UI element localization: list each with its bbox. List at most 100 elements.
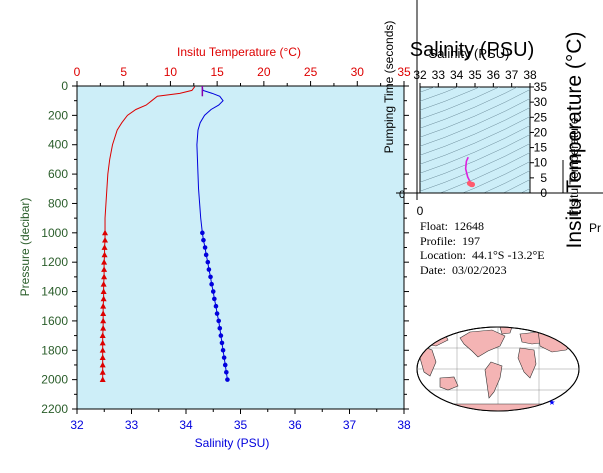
salinity-marker bbox=[214, 311, 220, 316]
salinity-marker bbox=[205, 259, 211, 265]
pressure-axis-title: Pressure (decibar) bbox=[18, 198, 32, 297]
temperature-axis: 0 5 10 15 20 25 30 35 bbox=[74, 65, 411, 86]
inset-isopycnal bbox=[420, 87, 481, 111]
main-chart: 0200400600800100012001400160018002000220… bbox=[18, 45, 411, 450]
date-row: Date: 03/02/2023 bbox=[420, 263, 545, 278]
salinity-marker bbox=[203, 252, 209, 258]
inset-isopycnal bbox=[420, 87, 519, 129]
map-australia bbox=[439, 376, 459, 391]
inset-pumping-tick-label: 20 bbox=[534, 125, 548, 139]
inset-isopycnal bbox=[420, 89, 530, 138]
inset-pumping-tick-label: 25 bbox=[534, 110, 548, 124]
profile-value: 197 bbox=[462, 233, 480, 248]
pressure-tick-label: 2000 bbox=[41, 373, 68, 387]
salinity-marker bbox=[221, 355, 227, 360]
inset-pumping-tick-label: 5 bbox=[540, 171, 547, 185]
inset-isopycnal bbox=[439, 152, 530, 193]
map-africa bbox=[517, 347, 537, 379]
inset-isopycnal bbox=[420, 87, 459, 102]
temperature-marker bbox=[99, 339, 106, 346]
inset-salinity-tick-label: 34 bbox=[450, 68, 464, 82]
map-north-america bbox=[459, 329, 506, 358]
pressure-tick-label: 600 bbox=[48, 167, 68, 181]
salinity-tick-label: 32 bbox=[70, 418, 84, 432]
date-label: Date: bbox=[420, 262, 446, 277]
temperature-marker bbox=[101, 266, 108, 272]
inset-isopycnal bbox=[420, 98, 530, 147]
temperature-marker bbox=[101, 258, 108, 265]
temperature-marker bbox=[101, 251, 108, 258]
temperature-tick-label: 0 bbox=[74, 65, 81, 79]
inset-pumping-tick-label: 35 bbox=[534, 80, 548, 94]
salinity-marker bbox=[210, 289, 216, 294]
salinity-markers bbox=[200, 230, 230, 382]
inset-salinity-tick-label: 33 bbox=[432, 68, 446, 82]
inset-bottom-zero: 0 bbox=[417, 204, 424, 218]
temperature-tick-label: 30 bbox=[351, 65, 365, 79]
salinity-tick-label: 35 bbox=[234, 418, 248, 432]
date-value: 03/02/2023 bbox=[452, 262, 507, 277]
pressure-axis: 0 200 400 600 800 1000 1200 1400 1600 1800 2000 220… bbox=[41, 79, 77, 416]
salinity-marker bbox=[225, 377, 230, 382]
profile-label: Profile: bbox=[420, 233, 456, 248]
temperature-tick-label: 25 bbox=[304, 65, 318, 79]
salinity-marker bbox=[217, 325, 223, 331]
temperature-tick-label: 35 bbox=[397, 65, 411, 79]
pressure-tick-label: 1400 bbox=[41, 285, 68, 299]
inset-isopycnal bbox=[420, 87, 500, 120]
inset-salinity-tick-label: 32 bbox=[413, 68, 427, 82]
temperature-tick-label: 15 bbox=[210, 65, 224, 79]
temperature-tick-label: 10 bbox=[164, 65, 178, 79]
inset-cutoff-label: Pr bbox=[589, 221, 601, 235]
temperature-marker bbox=[100, 303, 107, 309]
temperature-marker bbox=[99, 354, 106, 361]
map-antarctica bbox=[429, 403, 567, 411]
inset-isopycnals bbox=[420, 87, 530, 193]
salinity-marker bbox=[209, 281, 214, 287]
inset-profile-markers bbox=[466, 180, 476, 188]
temperature-axis-title: Insitu Temperature (°C) bbox=[177, 45, 301, 59]
salinity-marker bbox=[224, 369, 229, 375]
inset-plot-area bbox=[419, 86, 531, 194]
map-greenland bbox=[499, 327, 513, 335]
salinity-tick-label: 36 bbox=[288, 418, 302, 432]
inset-left-zero: 0 bbox=[399, 189, 405, 201]
inset-right-label: Insitu Temperature (°C) bbox=[563, 32, 586, 249]
temperature-marker bbox=[102, 229, 109, 236]
temperature-marker bbox=[101, 273, 108, 280]
pressure-tick-label: 0 bbox=[61, 79, 68, 93]
inset-isopycnal bbox=[420, 87, 436, 93]
inset-isopycnal bbox=[483, 170, 530, 193]
salinity-marker bbox=[200, 230, 205, 236]
inset-pumping-tick-label: 15 bbox=[534, 141, 548, 155]
inset-marker bbox=[469, 181, 476, 188]
pressure-tick-label: 1200 bbox=[41, 255, 68, 269]
float-id-value: 12648 bbox=[454, 219, 485, 233]
float-id-label: Float: bbox=[420, 219, 449, 233]
inset-isopycnal bbox=[420, 107, 530, 156]
temperature-marker bbox=[99, 332, 106, 338]
inset-pumping-tick-label: 10 bbox=[534, 156, 548, 170]
inset-salinity-tick-label: 35 bbox=[468, 68, 482, 82]
inset-pumping-tick-label: 30 bbox=[534, 95, 548, 109]
temperature-marker bbox=[100, 288, 107, 294]
map-outline bbox=[416, 326, 580, 412]
salinity-tick-label: 38 bbox=[397, 418, 411, 432]
salinity-marker bbox=[201, 237, 206, 243]
salinity-marker bbox=[219, 340, 225, 346]
temperature-marker bbox=[100, 325, 107, 331]
inset-isopycnal bbox=[420, 116, 530, 165]
temperature-marker bbox=[99, 361, 106, 368]
salinity-axis-title: Salinity (PSU) bbox=[195, 436, 270, 450]
inset-salinity-axis: 32 33 34 35 36 37 38 bbox=[413, 68, 537, 87]
salinity-marker bbox=[220, 347, 226, 353]
pressure-tick-label: 200 bbox=[48, 108, 68, 122]
salinity-marker bbox=[202, 245, 208, 250]
temperature-marker bbox=[100, 281, 107, 287]
salinity-marker bbox=[216, 318, 221, 324]
map-south-america bbox=[484, 361, 503, 399]
inset-title: Salinity (PSU) bbox=[410, 39, 534, 61]
